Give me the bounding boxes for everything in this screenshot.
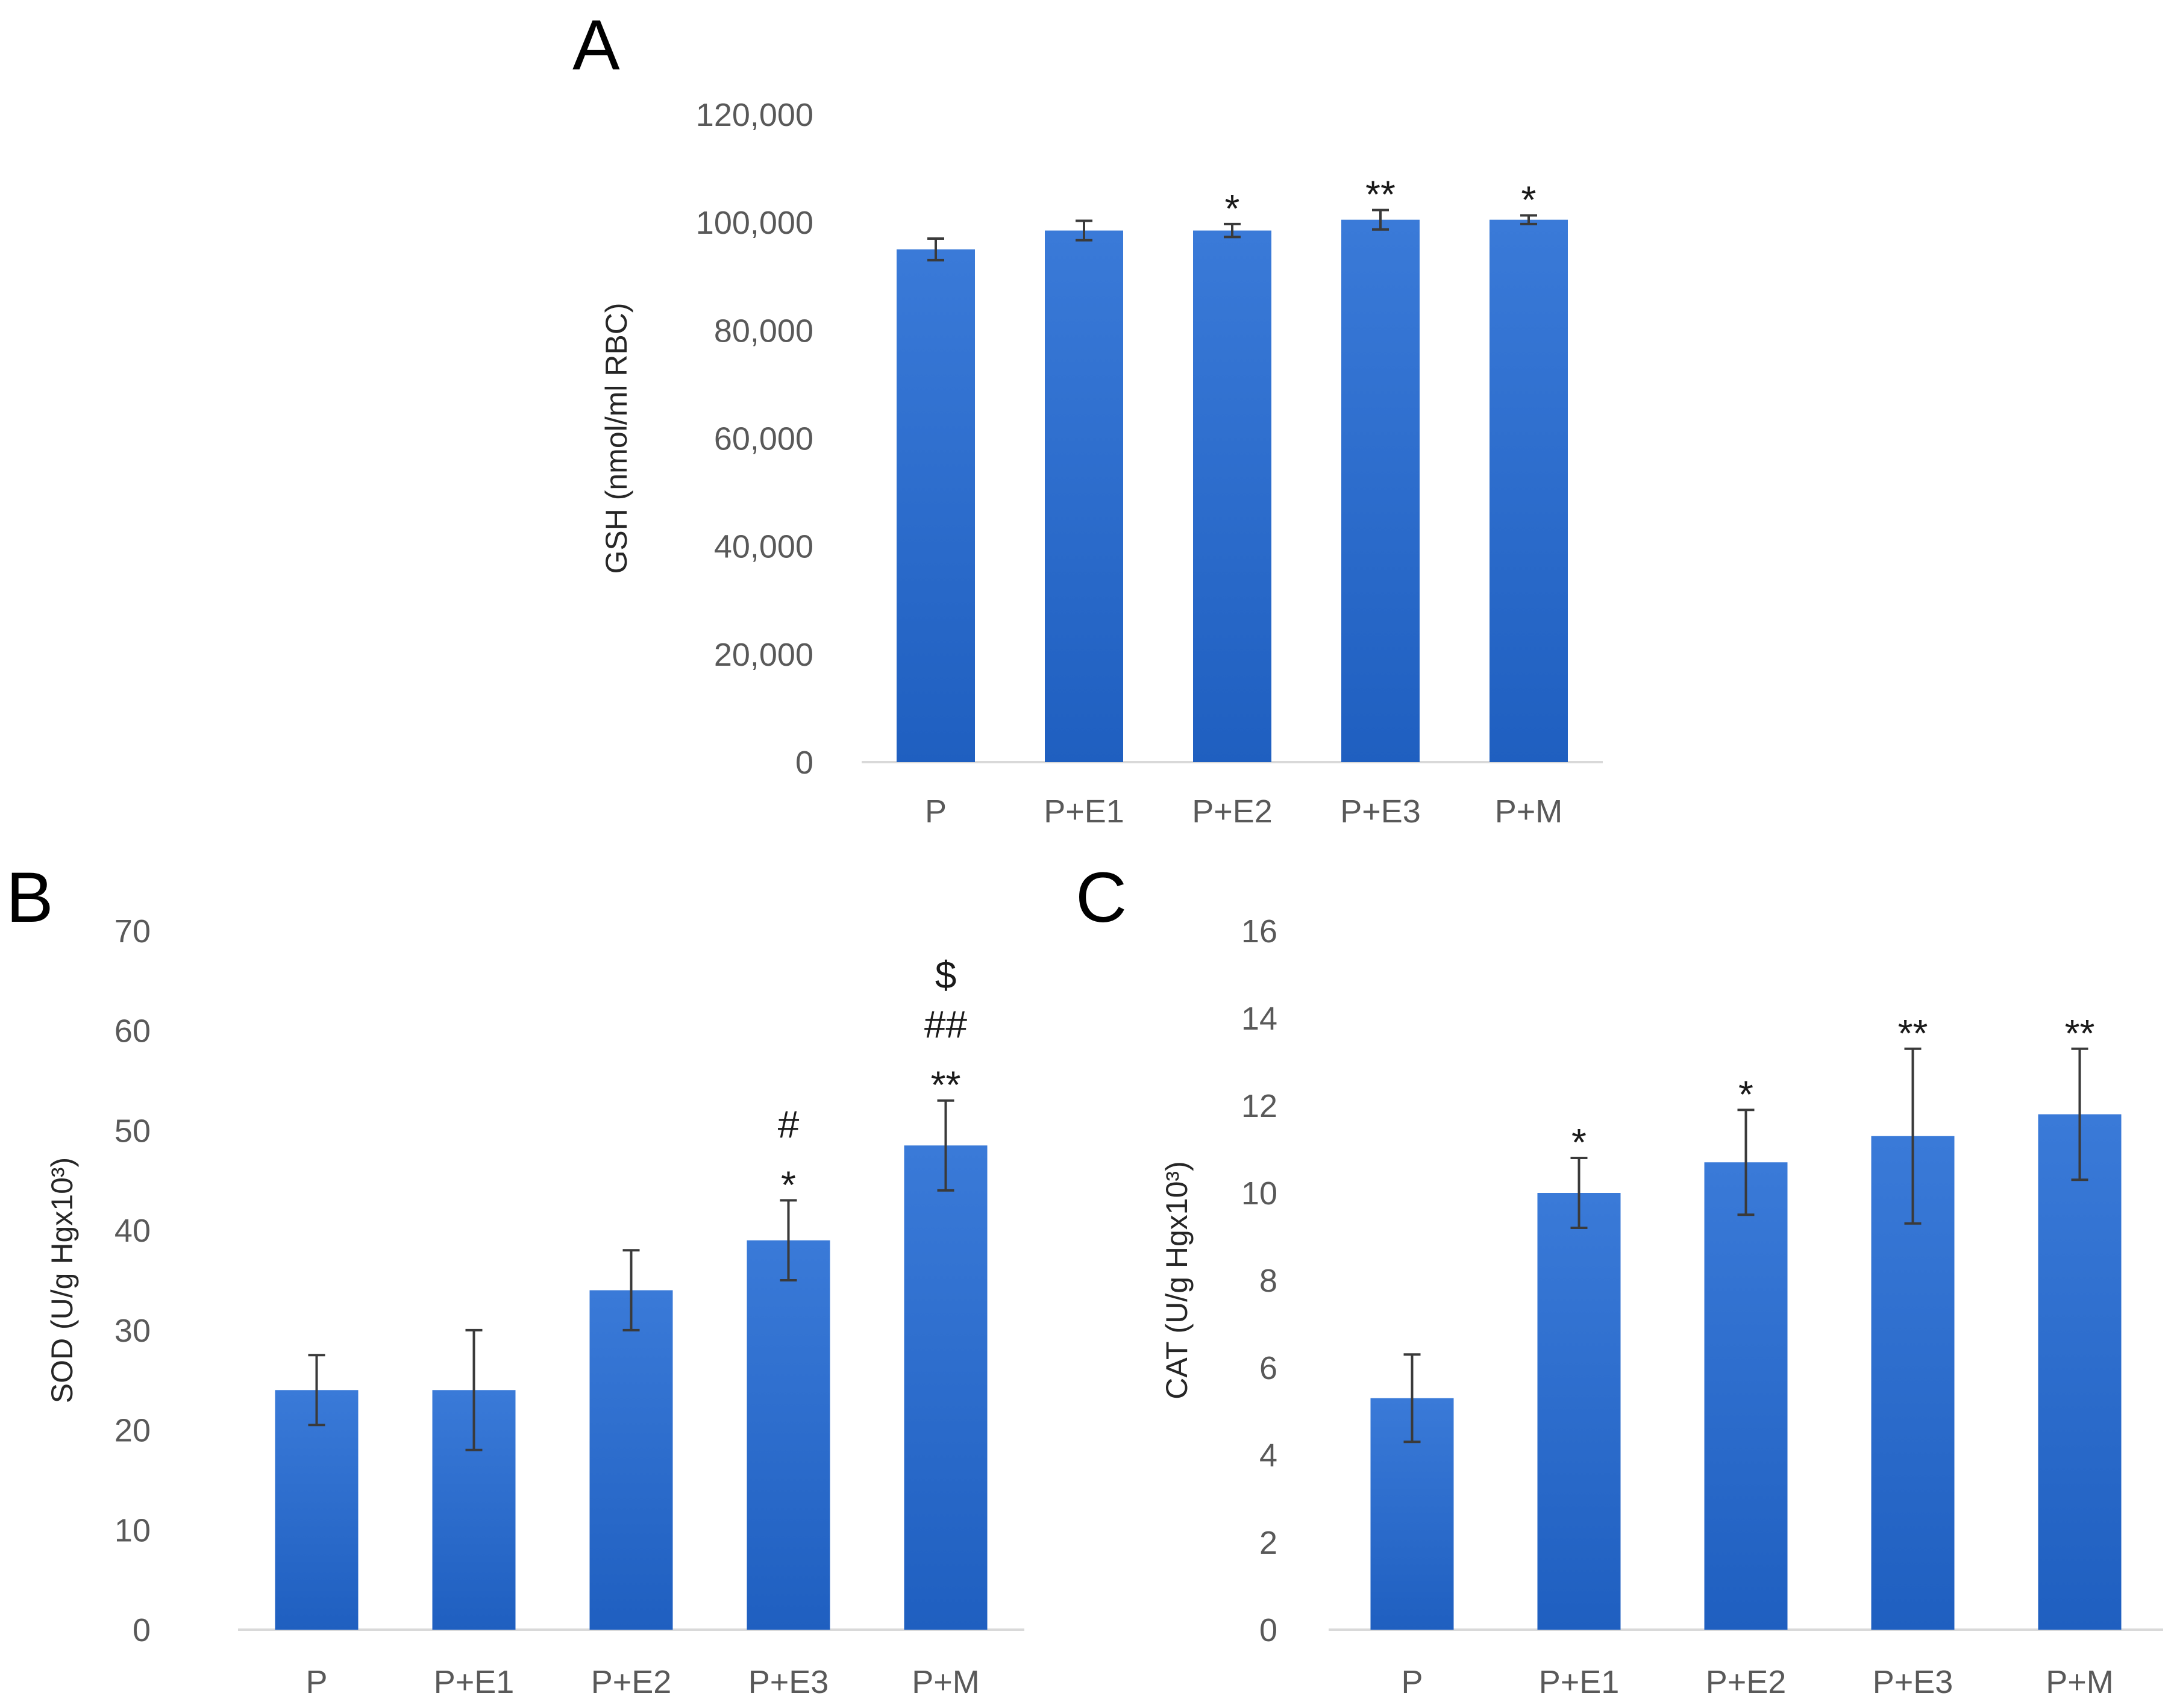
- panel-b-ytick-label: 30: [114, 1313, 151, 1349]
- panel-c-ytick-label: 16: [1241, 913, 1277, 949]
- panel-a-ytick-label: 100,000: [696, 205, 813, 241]
- panel-a-x-tick-label: P+E3: [1340, 793, 1421, 830]
- panel-a-bar: [1341, 219, 1420, 762]
- panel-a-ytick-label: 0: [795, 745, 813, 781]
- panel-c-x-tick-label: P+E2: [1706, 1664, 1787, 1700]
- panel-c-chart: C 0 2 4 6 8 10 12 14 16 CAT (U/g Hgx10³) P * P+E1 * P+E…: [1076, 858, 2163, 1700]
- panel-b-ytick-label: 50: [114, 1113, 151, 1149]
- panel-b-letter: B: [6, 858, 54, 937]
- panel-c-significance-mark: *: [1738, 1072, 1753, 1116]
- panel-b-x-tick-label: P: [305, 1664, 327, 1700]
- panel-c-y-axis-title: CAT (U/g Hgx10³): [1160, 1161, 1194, 1399]
- panel-c-ytick-label: 12: [1241, 1088, 1277, 1124]
- panel-a-bar: [1045, 230, 1123, 763]
- panel-a-y-axis-title: GSH (nmol/ml RBC): [600, 302, 633, 574]
- panel-b-significance-mark: *: [781, 1163, 796, 1206]
- panel-b-bar: [747, 1240, 830, 1630]
- panel-c-ytick-label: 2: [1259, 1525, 1277, 1561]
- panel-c-significance-mark: **: [1898, 1012, 1928, 1055]
- panel-c-bar: [1537, 1193, 1621, 1630]
- panel-c-ytick-label: 10: [1241, 1175, 1277, 1212]
- panel-a-chart: A 0 20,000 40,000 60,000 80,000 100,000 120,000…: [572, 5, 1603, 830]
- panel-a-significance-mark: *: [1225, 187, 1240, 230]
- panel-a-x-tick-label: P: [925, 793, 947, 830]
- panel-b-y-axis-title: SOD (U/g Hgx10³): [45, 1157, 79, 1403]
- panel-c-x-tick-label: P: [1401, 1664, 1423, 1700]
- panel-b-chart: B 0 10 20 30 40 50 60 70 SOD (U/g Hgx10³) P P+E1 P+E…: [6, 858, 1024, 1700]
- panel-a-ytick-label: 80,000: [714, 313, 813, 349]
- panel-c-x-tick-label: P+E1: [1539, 1664, 1620, 1700]
- panel-c-ytick-label: 14: [1241, 1001, 1277, 1037]
- panel-b-ytick-label: 40: [114, 1213, 151, 1249]
- panel-c-significance-mark: *: [1571, 1121, 1587, 1164]
- panel-c-significance-mark: **: [2065, 1012, 2095, 1055]
- panel-b-ytick-label: 0: [133, 1612, 151, 1648]
- panel-a-bar: [897, 249, 975, 762]
- panel-c-bar: [2038, 1114, 2122, 1630]
- panel-b-ytick-label: 60: [114, 1013, 151, 1050]
- panel-b-significance-mark: **: [931, 1063, 961, 1107]
- panel-b-ytick-label: 70: [114, 913, 151, 949]
- panel-a-ytick-label: 20,000: [714, 637, 813, 673]
- panel-b-significance-mark: $: [935, 954, 957, 997]
- panel-c-ytick-label: 0: [1259, 1612, 1277, 1648]
- panel-b-x-tick-label: P+M: [912, 1664, 980, 1700]
- panel-a-x-tick-label: P+M: [1495, 793, 1563, 830]
- panel-c-letter: C: [1076, 858, 1127, 937]
- panel-c-bar: [1704, 1162, 1788, 1630]
- panel-b-bar: [904, 1145, 988, 1630]
- panel-c-x-tick-label: P+E3: [1873, 1664, 1953, 1700]
- panel-b-significance-mark: #: [778, 1103, 800, 1146]
- panel-b-bar: [275, 1390, 359, 1630]
- panel-c-ytick-label: 4: [1259, 1437, 1277, 1474]
- panel-c-x-tick-label: P+M: [2046, 1664, 2114, 1700]
- panel-b-x-tick-label: P+E3: [748, 1664, 829, 1700]
- panel-b-x-tick-label: P+E1: [434, 1664, 515, 1700]
- panel-a-ytick-label: 120,000: [696, 97, 813, 133]
- panel-c-ytick-label: 8: [1259, 1263, 1277, 1299]
- panel-b-significance-mark: ##: [924, 1003, 968, 1046]
- panel-a-ytick-label: 40,000: [714, 529, 813, 565]
- panel-b-x-tick-label: P+E2: [591, 1664, 672, 1700]
- panel-c-ytick-label: 6: [1259, 1350, 1277, 1386]
- panel-a-significance-mark: **: [1365, 173, 1396, 216]
- panel-a-significance-mark: *: [1521, 178, 1537, 222]
- panel-a-letter: A: [572, 5, 620, 85]
- panel-a-bar: [1490, 219, 1568, 762]
- panel-a-x-tick-label: P+E1: [1044, 793, 1124, 830]
- panel-b-ytick-label: 20: [114, 1413, 151, 1449]
- panel-a-ytick-label: 60,000: [714, 421, 813, 457]
- panel-a-x-tick-label: P+E2: [1192, 793, 1273, 830]
- panel-b-ytick-label: 10: [114, 1512, 151, 1548]
- panel-b-bar: [589, 1290, 673, 1630]
- panel-a-bar: [1193, 230, 1271, 763]
